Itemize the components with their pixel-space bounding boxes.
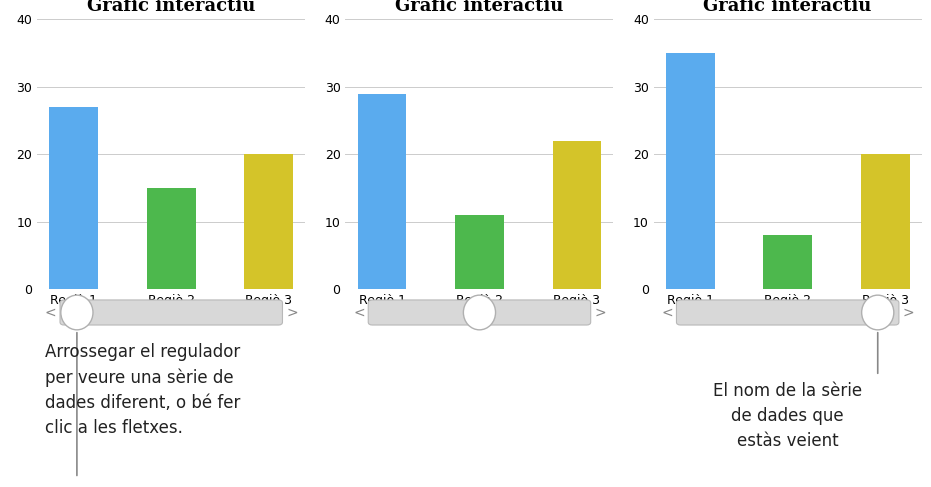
Title: Gràfic interactiu: Gràfic interactiu — [396, 0, 563, 15]
FancyBboxPatch shape — [60, 300, 282, 325]
Title: Gràfic interactiu: Gràfic interactiu — [88, 0, 255, 15]
Text: >: > — [594, 305, 606, 319]
FancyBboxPatch shape — [369, 300, 590, 325]
Text: <: < — [45, 305, 57, 319]
Text: El nom de la sèrie
de dades que
estàs veient: El nom de la sèrie de dades que estàs ve… — [713, 382, 862, 450]
X-axis label: 2015: 2015 — [770, 310, 805, 324]
Text: Arrossegar el regulador
per veure una sèrie de
dades diferent, o bé fer
clic a l: Arrossegar el regulador per veure una sè… — [46, 343, 240, 437]
Bar — [358, 94, 406, 289]
Ellipse shape — [862, 295, 894, 330]
Text: >: > — [286, 305, 298, 319]
Bar — [147, 188, 196, 289]
Title: Gràfic interactiu: Gràfic interactiu — [704, 0, 871, 15]
Bar — [861, 154, 910, 289]
Bar — [455, 215, 504, 289]
Ellipse shape — [61, 295, 93, 330]
Text: <: < — [353, 305, 365, 319]
Text: >: > — [902, 305, 914, 319]
X-axis label: 2014: 2014 — [462, 310, 497, 324]
Bar — [553, 141, 601, 289]
Bar — [763, 235, 812, 289]
Bar — [666, 53, 715, 289]
Bar — [49, 107, 98, 289]
Text: <: < — [661, 305, 673, 319]
Ellipse shape — [464, 295, 495, 330]
Bar — [244, 154, 293, 289]
FancyBboxPatch shape — [677, 300, 899, 325]
X-axis label: 2013: 2013 — [154, 310, 189, 324]
